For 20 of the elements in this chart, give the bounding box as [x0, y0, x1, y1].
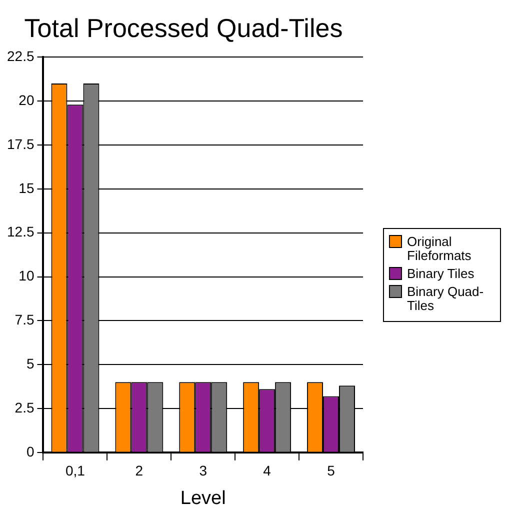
x-tick-label: 3	[199, 462, 208, 479]
y-tick-label: 12.5	[7, 224, 34, 240]
legend-label: Binary Quad-Tiles	[407, 284, 485, 313]
y-tick-label: 0	[26, 443, 34, 460]
y-tick-label: 7.5	[14, 312, 34, 328]
x-axis-title: Level	[180, 488, 226, 509]
y-tick-label: 10	[18, 268, 34, 284]
x-tick-label: 0,1	[65, 462, 86, 479]
x-tick-label: 5	[327, 462, 336, 479]
y-tick-label: 20	[18, 92, 34, 108]
y-tick-label: 17.5	[7, 136, 34, 152]
y-tick-label: 22.5	[7, 48, 34, 64]
x-tick-label: 2	[135, 462, 144, 479]
legend-label: Binary Tiles	[407, 266, 474, 281]
legend-label: Original Fileformats	[407, 234, 472, 263]
x-tick-label: 4	[263, 462, 272, 479]
chart-title: Total Processed Quad-Tiles	[24, 12, 343, 43]
y-tick-label: 5	[26, 355, 34, 372]
y-tick-label: 15	[18, 180, 34, 196]
y-tick-label: 2.5	[14, 399, 34, 416]
